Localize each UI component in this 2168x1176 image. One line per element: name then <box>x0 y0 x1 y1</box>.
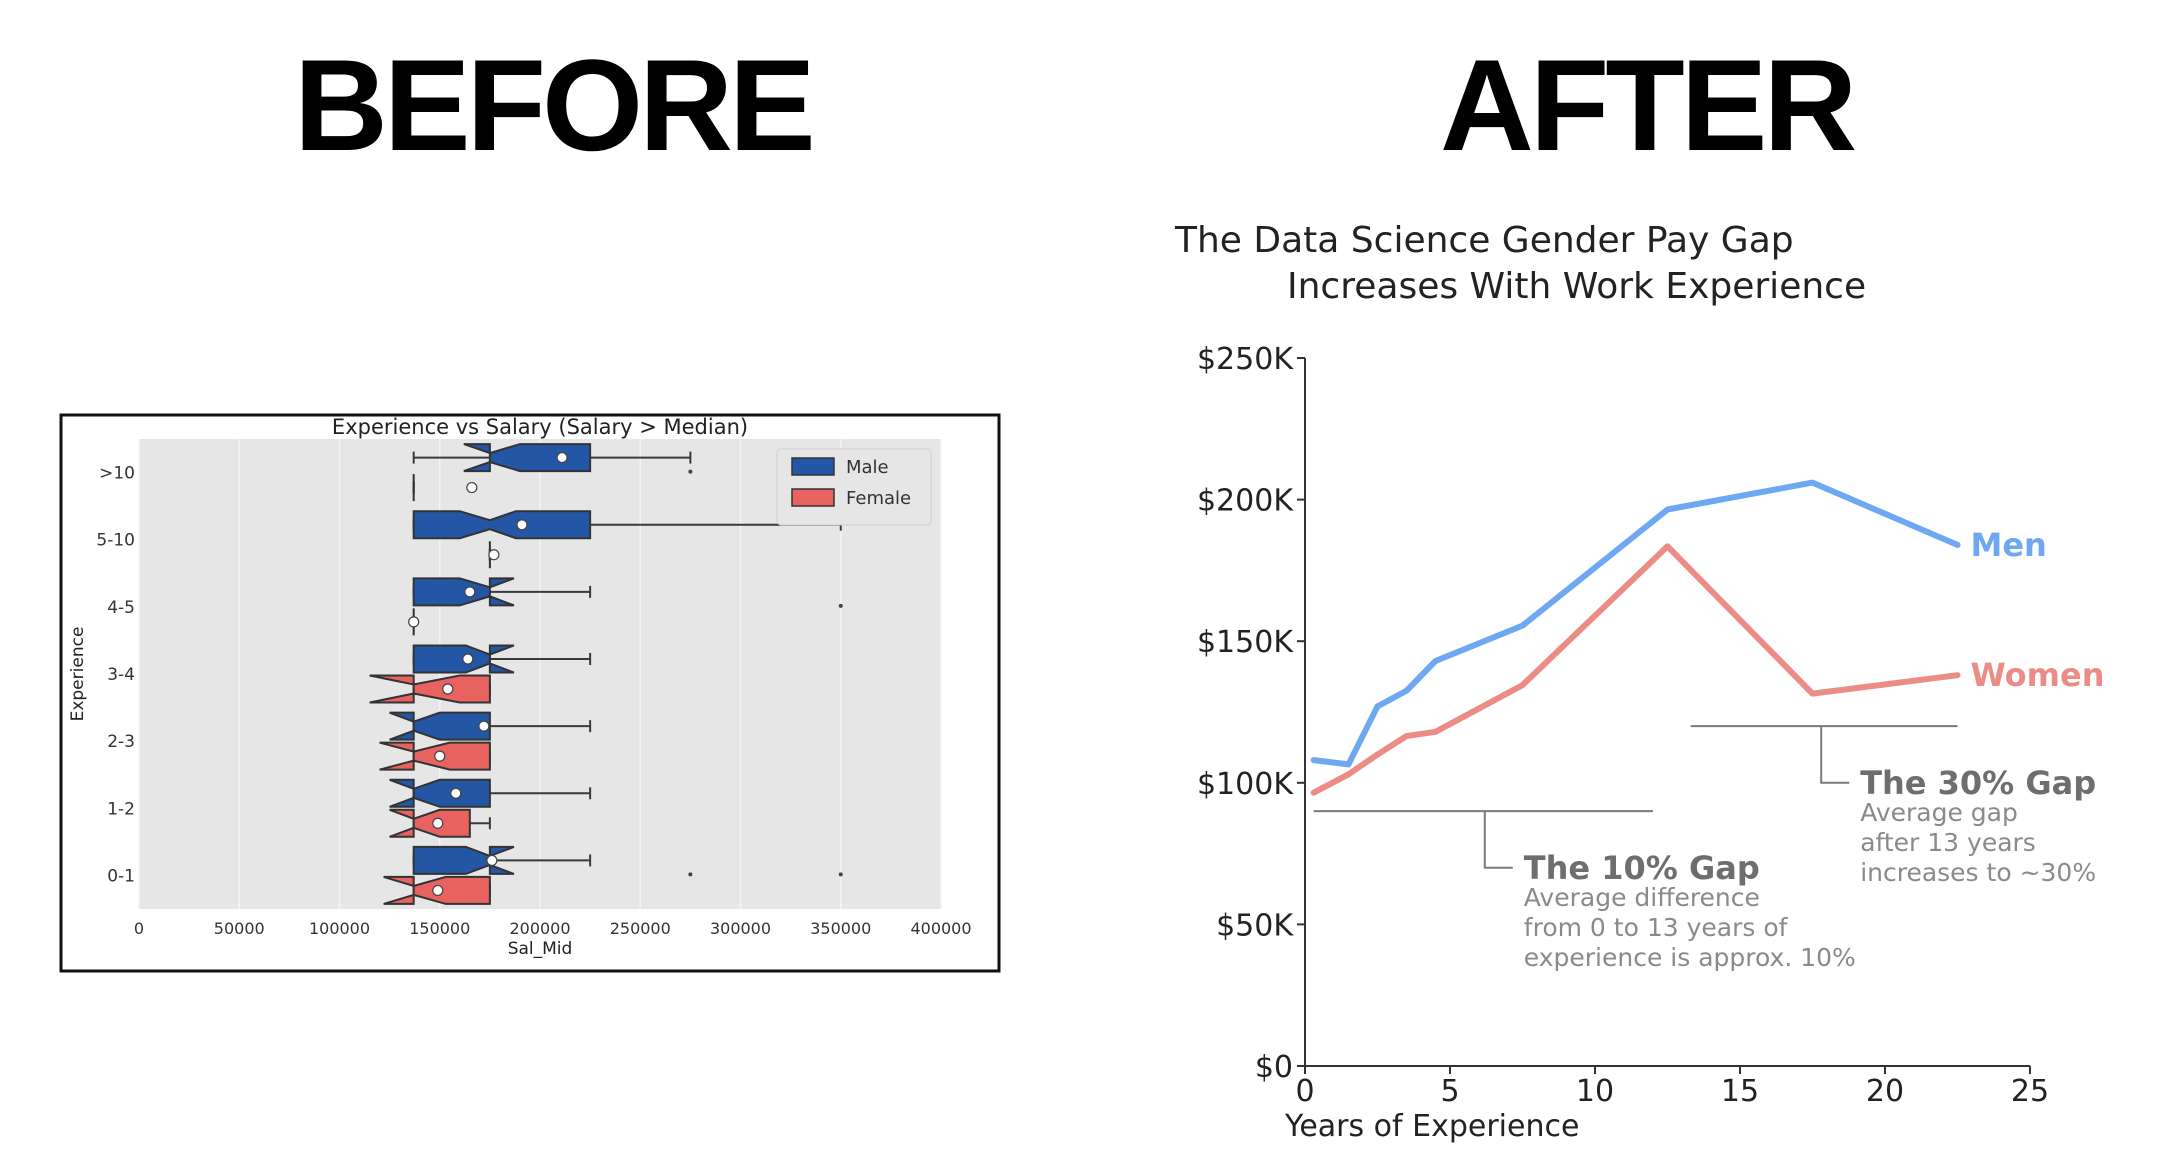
y-tick-label: $150K <box>1197 625 1294 660</box>
gap-10-title: The 10% Gap <box>1524 849 1760 887</box>
male-box <box>412 577 515 607</box>
mean-marker <box>442 683 454 695</box>
mean-marker <box>488 549 500 561</box>
male-box <box>463 443 592 473</box>
legend: Male Female <box>776 448 932 526</box>
legend-swatch-male <box>791 457 835 476</box>
legend-label-female: Female <box>846 488 911 509</box>
x-tick-label: 25 <box>2011 1074 2049 1109</box>
y-tick-label: >10 <box>99 464 135 484</box>
gap-description: Average difference <box>1524 883 1760 912</box>
x-tick-label: 400000 <box>910 919 971 938</box>
y-tick-label: 3-4 <box>107 665 135 685</box>
legend-swatch-female <box>791 488 835 507</box>
y-tick-label: 4-5 <box>107 598 135 618</box>
x-tick-label: 15 <box>1721 1074 1759 1109</box>
x-axis-label: Sal_Mid <box>508 939 573 959</box>
x-tick-label: 5 <box>1440 1074 1459 1109</box>
men-line <box>1310 479 1961 768</box>
after-heading: AFTER <box>1440 32 1857 178</box>
gap-description: Average gap <box>1860 798 2018 827</box>
mean-marker <box>450 787 462 799</box>
after-chart-title-line2: Increases With Work Experience <box>1287 266 1866 307</box>
men-label: Men <box>1971 526 2047 564</box>
mean-marker <box>516 519 528 531</box>
mean-marker <box>462 653 474 665</box>
x-tick-label: 50000 <box>214 919 265 938</box>
mean-marker <box>432 817 444 829</box>
women-label: Women <box>1971 656 2105 694</box>
outlier-point <box>688 469 693 474</box>
mean-marker <box>432 884 444 897</box>
legend-label-male: Male <box>846 457 889 478</box>
before-heading: BEFORE <box>294 32 816 178</box>
y-tick-label: $0 <box>1255 1050 1293 1085</box>
x-axis-label: Years of Experience <box>1284 1109 1579 1144</box>
mean-marker <box>556 451 568 464</box>
y-tick-label: $250K <box>1197 342 1294 377</box>
mean-marker <box>486 854 498 867</box>
y-tick-label: $50K <box>1216 908 1294 943</box>
before-chart-title: Experience vs Salary (Salary > Median) <box>332 415 748 439</box>
women-line <box>1310 543 1961 796</box>
gap-description: after 13 years <box>1860 828 2036 857</box>
male-box <box>389 711 491 741</box>
outlier-point <box>838 603 843 608</box>
x-tick-label: 150000 <box>409 919 470 938</box>
mean-marker <box>464 586 476 598</box>
y-tick-label: 0-1 <box>107 866 135 886</box>
before-boxplot-chart: Experience vs Salary (Salary > Median) 0 5… <box>59 413 1001 973</box>
after-line-chart: The Data Science Gender Pay Gap Increases… <box>1174 220 2105 1144</box>
gap-description: from 0 to 13 years of <box>1524 913 1789 942</box>
y-axis-label: Experience <box>68 627 88 722</box>
y-tick-label: $200K <box>1197 484 1294 519</box>
mean-marker <box>466 481 478 494</box>
x-tick-label: 250000 <box>610 919 671 938</box>
gap-leader <box>1483 811 1513 869</box>
x-tick-label: 300000 <box>710 919 771 938</box>
gap-leader <box>1820 726 1850 784</box>
y-tick-label: 2-3 <box>107 732 135 752</box>
mean-marker <box>408 616 420 628</box>
gap-30-title: The 30% Gap <box>1860 764 2096 802</box>
x-tick-label: 0 <box>1295 1074 1314 1109</box>
gap-description: experience is approx. 10% <box>1524 943 1856 972</box>
male-box <box>412 510 592 540</box>
male-box <box>389 778 491 808</box>
gap-description: increases to ~30% <box>1860 858 2096 887</box>
outlier-point <box>838 872 843 877</box>
x-tick-label: 350000 <box>810 919 871 938</box>
x-tick-label: 200000 <box>509 919 570 938</box>
x-tick-label: 20 <box>1866 1074 1904 1109</box>
female-box <box>389 808 471 838</box>
y-tick-label: $100K <box>1197 767 1294 802</box>
mean-marker <box>434 750 446 762</box>
x-tick-label: 0 <box>134 919 144 938</box>
mean-marker <box>478 720 490 732</box>
male-box <box>412 845 515 875</box>
x-tick-label: 10 <box>1576 1074 1614 1109</box>
y-tick-label: 1-2 <box>107 799 135 819</box>
outlier-point <box>688 872 693 877</box>
y-tick-label: 5-10 <box>96 531 135 551</box>
after-chart-title-line1: The Data Science Gender Pay Gap <box>1174 220 1794 261</box>
female-box <box>369 674 491 704</box>
x-tick-label: 100000 <box>309 919 370 938</box>
